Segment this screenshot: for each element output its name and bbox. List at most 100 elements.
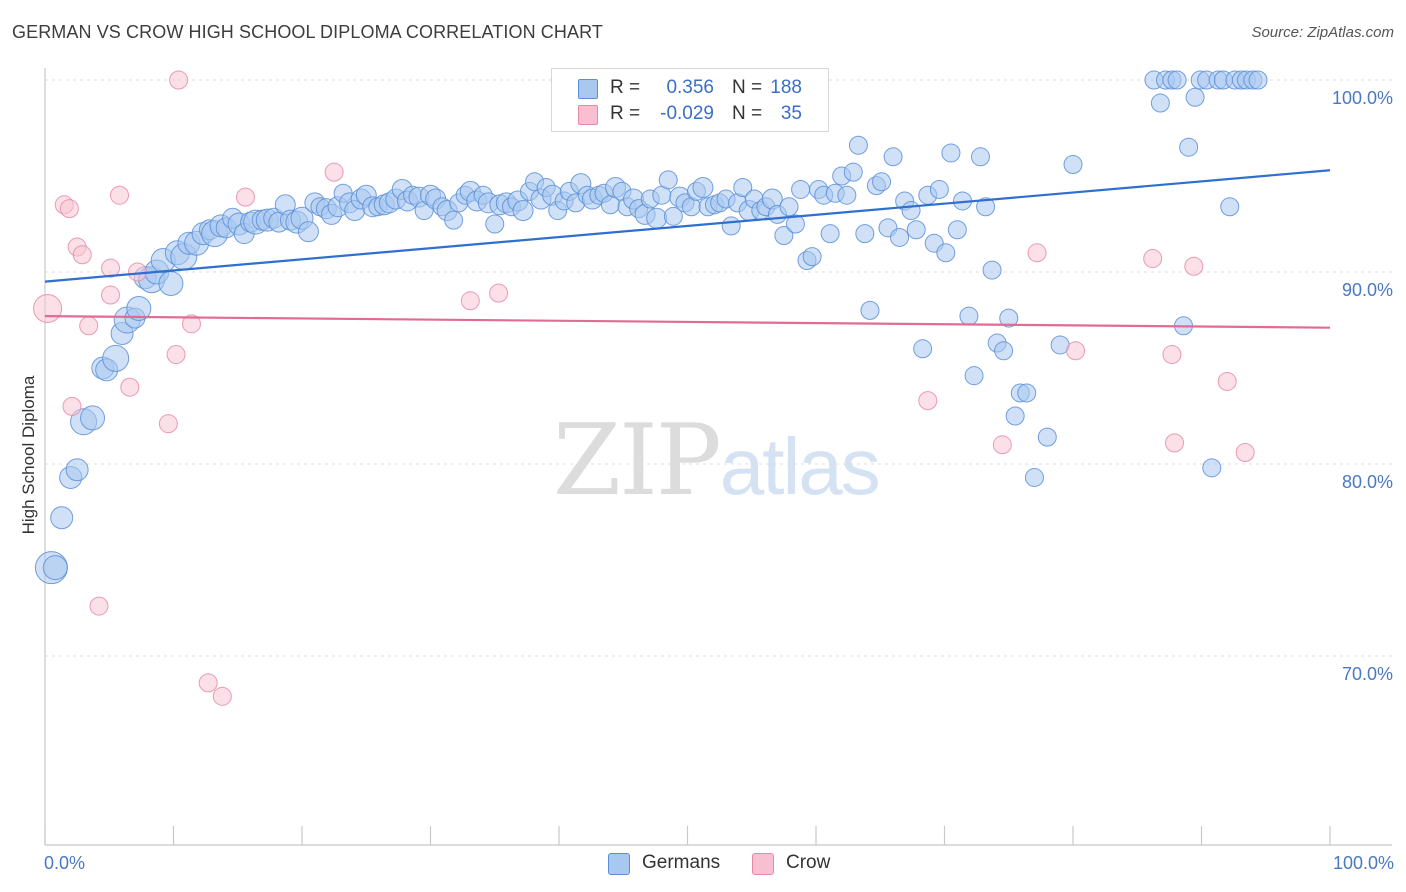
germans-point [1017,383,1037,403]
chart-title: GERMAN VS CROW HIGH SCHOOL DIPLOMA CORRE… [12,22,603,42]
germans-point [941,143,961,163]
germans-point [970,147,990,167]
crow-point [235,187,255,207]
germans-point [512,200,534,222]
germans-legend-swatch [608,853,630,875]
crow-point [181,314,201,334]
germans-point [848,135,868,155]
germans-point [663,206,683,226]
germans-point [1202,458,1222,478]
germans-point [126,295,152,321]
germans-point [929,179,949,199]
axis-labels: High School Diploma 0.0% 100.0% 70.0% 80.… [19,88,1394,873]
germans-point [774,226,794,246]
germans-point [906,220,926,240]
crow-legend-label: Crow [786,852,831,873]
crow-point [1162,345,1182,365]
germans-point [1185,87,1205,107]
crow-point [1165,433,1185,453]
crow-point [489,283,509,303]
germans-point [733,178,753,198]
y-axis-title: High School Diploma [19,375,38,534]
crow-point [89,596,109,616]
crow-point [1217,371,1237,391]
y-tick-label: 80.0% [1342,472,1393,492]
germans-trend-line [44,169,1331,283]
germans-point [1005,406,1025,426]
crow-swatch [578,105,598,125]
crow-point [62,396,82,416]
crow-r-value: -0.029 [660,103,714,124]
crow-point [120,377,140,397]
germans-point [1024,467,1044,487]
crow-point [1066,341,1086,361]
germans-point [692,177,714,199]
germans-point [50,506,74,530]
germans-legend-label: Germans [642,852,721,873]
germans-n-value: 188 [770,77,802,98]
crow-point [212,686,232,706]
crow-point [79,316,99,336]
crow-point [166,345,186,365]
germans-point [80,405,106,431]
n-label: N = [732,103,763,124]
crow-point [918,391,938,411]
data-points [33,70,1268,706]
r-label: R = [610,77,641,98]
germans-point [913,339,933,359]
crow-legend-swatch [752,853,774,875]
germans-point [1179,137,1199,157]
germans-point [802,247,822,267]
germans-point [883,147,903,167]
trend-lines [44,169,1331,329]
germans-point [297,221,319,243]
legend-row-crow: R = -0.029 N = 35 [552,101,828,127]
germans-point [820,224,840,244]
germans-r-value: 0.356 [666,77,714,98]
crow-point [59,199,79,219]
crow-point [460,291,480,311]
germans-point [791,179,811,199]
crow-point [33,293,63,323]
germans-point [976,197,996,217]
germans-point [964,366,984,386]
germans-point [485,214,505,234]
watermark-zip: ZIP [553,404,722,518]
germans-point [901,201,921,221]
germans-point [779,197,799,217]
germans-point [721,216,741,236]
germans-point [158,271,184,297]
germans-point [1037,427,1057,447]
germans-point [890,227,910,247]
crow-n-value: 35 [780,103,802,124]
y-tick-label: 70.0% [1342,664,1393,684]
germans-point [936,243,956,263]
crow-point [158,414,178,434]
germans-point [785,214,805,234]
crow-point [72,245,92,265]
germans-point [102,344,130,372]
germans-point [994,341,1014,361]
watermark-atlas: atlas [719,422,881,511]
germans-point [872,172,892,192]
crow-point [992,435,1012,455]
legend-row-germans: R = 0.356 N = 188 [552,75,828,101]
y-tick-label: 100.0% [1332,88,1393,108]
germans-point [42,555,68,581]
germans-point [1063,154,1083,174]
germans-point [444,210,464,230]
germans-point [65,458,89,482]
crow-point [101,285,121,305]
germans-point [1220,197,1240,217]
crow-trend-line [44,315,1331,329]
germans-swatch [578,79,598,99]
germans-point [646,207,668,229]
stats-legend: R = 0.356 N = 188 R = -0.029 N = 35 [551,68,829,132]
germans-point [947,220,967,240]
axes [44,68,1392,846]
x-tick-label-min: 0.0% [44,853,85,873]
crow-point [1184,256,1204,276]
n-label: N = [732,77,763,98]
germans-point [843,162,863,182]
